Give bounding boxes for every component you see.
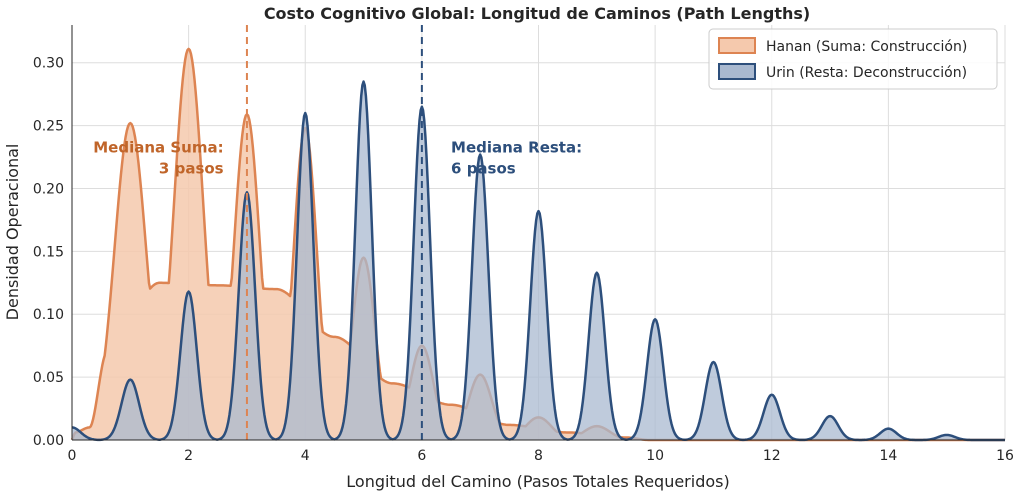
legend: Hanan (Suma: Construcción) Urin (Resta: … — [708, 28, 998, 90]
y-tick-label-0: 0.00 — [33, 433, 64, 449]
legend-frame — [708, 28, 998, 90]
median-annotations: Mediana Suma: 3 pasos Mediana Resta: 6 paso… — [93, 138, 582, 177]
x-tick-label-7: 14 — [879, 448, 897, 464]
median-annotation-1-line-0: Mediana Resta: — [451, 138, 582, 156]
axes — [71, 25, 1005, 441]
y-tick-label-4: 0.20 — [33, 181, 64, 197]
series-area-1 — [72, 81, 1005, 440]
legend-swatch-urin — [718, 63, 756, 80]
legend-label-urin: Urin (Resta: Deconstrucción) — [766, 65, 967, 81]
x-tick-label-4: 8 — [534, 448, 543, 464]
x-tick-label-2: 4 — [301, 448, 310, 464]
y-tick-label-2: 0.10 — [33, 307, 64, 323]
x-tick-label-1: 2 — [184, 448, 193, 464]
x-tick-label-0: 0 — [68, 448, 77, 464]
legend-label-hanan: Hanan (Suma: Construcción) — [766, 39, 967, 55]
x-tick-label-3: 6 — [417, 448, 426, 464]
y-tick-label-3: 0.15 — [33, 244, 64, 260]
median-lines — [245, 25, 423, 440]
y-tick-label-1: 0.05 — [33, 370, 64, 386]
chart-title: Costo Cognitivo Global: Longitud de Cami… — [264, 4, 810, 23]
y-tick-label-5: 0.25 — [33, 119, 64, 135]
x-tick-label-8: 16 — [996, 448, 1014, 464]
median-annotation-1-line-1: 6 pasos — [451, 159, 516, 177]
series-line-1 — [71, 80, 1006, 442]
x-tick-label-5: 10 — [646, 448, 664, 464]
median-annotation-0-line-0: Mediana Suma: — [93, 138, 223, 156]
median-annotation-0-line-1: 3 pasos — [159, 159, 224, 177]
y-tick-labels: 0.00 0.05 0.10 0.15 0.20 0.25 0.30 — [33, 56, 64, 449]
legend-swatch-hanan — [718, 37, 756, 54]
y-tick-label-6: 0.30 — [33, 56, 64, 72]
x-tick-label-6: 12 — [763, 448, 781, 464]
y-axis-label: Densidad Operacional — [3, 144, 22, 321]
x-tick-labels: 0 2 4 6 8 10 12 14 16 — [68, 448, 1014, 464]
x-axis-label: Longitud del Camino (Pasos Totales Reque… — [346, 472, 729, 491]
